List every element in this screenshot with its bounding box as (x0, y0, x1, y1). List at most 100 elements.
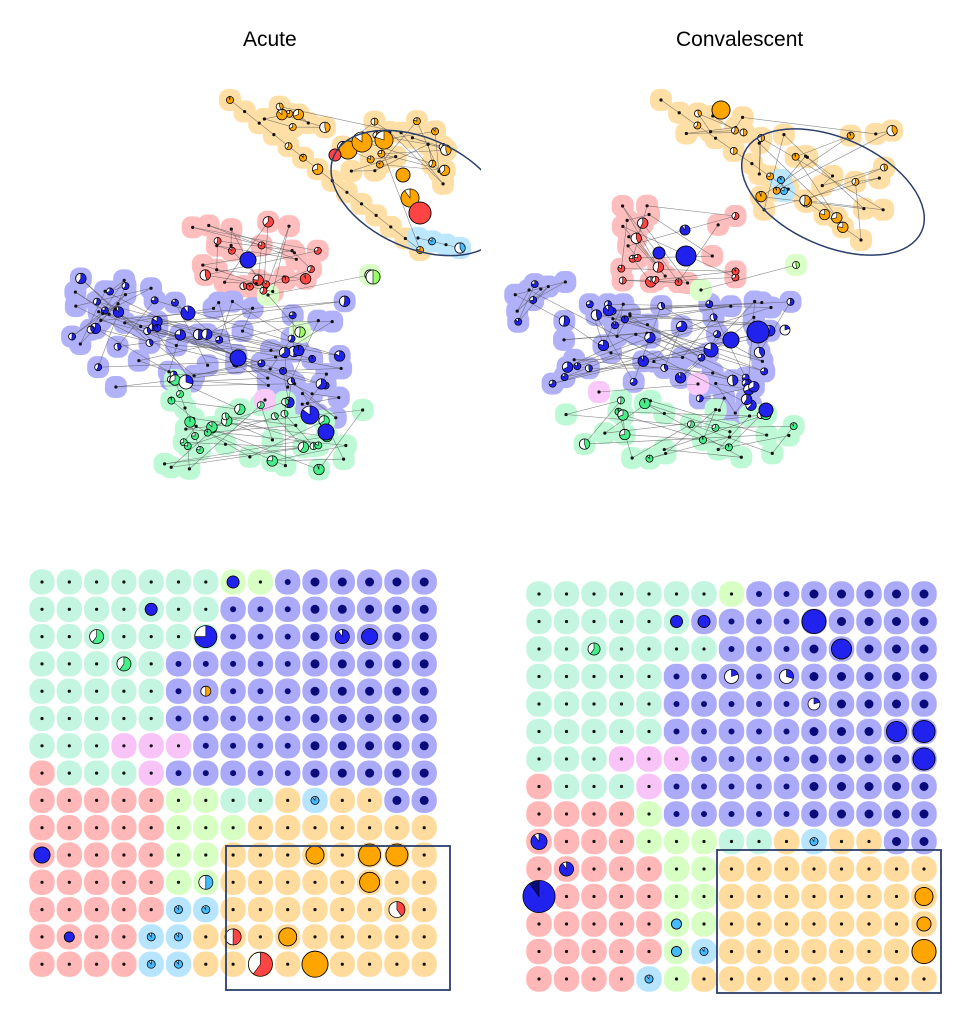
edge (577, 307, 772, 367)
som-node (892, 617, 901, 626)
som-grid-convalescent (522, 581, 942, 994)
pie-node (288, 311, 297, 320)
som-node (892, 809, 901, 819)
pie-node (33, 846, 51, 864)
edge (263, 221, 269, 291)
edge (680, 301, 755, 379)
som-node (230, 770, 237, 777)
edge (647, 324, 702, 358)
som-node (702, 977, 706, 981)
edge (564, 360, 644, 378)
som-node (867, 894, 871, 899)
pie-node (299, 153, 307, 162)
som-node (647, 757, 651, 761)
edge (104, 291, 313, 395)
node-dot (659, 98, 663, 102)
node-dot (727, 435, 732, 439)
som-node (231, 962, 235, 966)
pie-node (221, 412, 230, 421)
node-dot (441, 182, 445, 186)
som-node (619, 674, 624, 679)
pie-slice (203, 428, 212, 437)
pie-slice (725, 443, 733, 452)
som-node (702, 592, 706, 596)
som-node (310, 632, 320, 642)
som-node (537, 922, 541, 926)
pie-node (722, 396, 726, 400)
som-node (340, 880, 344, 884)
pie-node (169, 374, 181, 386)
pie-node (201, 263, 205, 267)
som-node (122, 853, 126, 857)
som-node (919, 809, 929, 819)
som-node (619, 949, 624, 954)
node-dot (710, 254, 714, 258)
node-dot (339, 366, 343, 371)
som-node (647, 592, 651, 596)
pie-node (300, 391, 305, 396)
som-node (619, 757, 624, 761)
node-dot (626, 244, 630, 248)
node-dot (269, 348, 273, 352)
node-dot (733, 411, 737, 415)
som-node (837, 809, 846, 819)
pie-node (807, 697, 821, 711)
pie-node (294, 423, 298, 427)
som-node (812, 894, 816, 899)
pie-node (226, 575, 240, 589)
som-node (40, 689, 44, 693)
edge (249, 420, 325, 458)
pie-node (647, 212, 651, 217)
node-dot (546, 284, 550, 289)
som-node (204, 826, 208, 830)
som-node (673, 673, 680, 680)
pie-node (359, 202, 364, 206)
pie-slice (266, 455, 278, 467)
pie-slice (548, 379, 557, 388)
som-node (176, 826, 181, 830)
node-dot (782, 133, 786, 137)
pie-node (183, 406, 187, 410)
pie-node (229, 227, 233, 231)
node-dot (757, 141, 761, 145)
edge (202, 264, 257, 284)
som-node (784, 922, 789, 926)
som-node (756, 673, 762, 680)
node-dot (716, 447, 720, 452)
pie-slice (194, 625, 218, 648)
pie-slice (795, 261, 800, 269)
som-node (647, 674, 651, 679)
som-node (864, 754, 874, 764)
som-node (422, 908, 426, 912)
pie-node (699, 435, 707, 444)
som-node (175, 715, 182, 722)
pie-slice (278, 927, 298, 947)
som-node (564, 784, 569, 789)
pie-node (361, 408, 365, 412)
som-node (40, 635, 44, 639)
pie-node (183, 442, 192, 450)
pie-node (217, 301, 221, 305)
pie-slice (819, 209, 831, 221)
pie-node (178, 374, 194, 390)
pie-node (162, 462, 167, 466)
node-dot (620, 204, 625, 208)
pie-node (137, 359, 141, 363)
edge (374, 144, 429, 171)
node-dot (874, 132, 878, 136)
som-node (257, 660, 264, 667)
pie-node (251, 306, 255, 310)
pie-node (192, 374, 196, 378)
pie-node (116, 656, 132, 672)
som-node (149, 771, 153, 775)
node-dot (345, 190, 349, 194)
pie-node (620, 204, 625, 208)
pie-node (313, 246, 322, 255)
edge (272, 458, 344, 462)
pie-node (75, 272, 87, 285)
edge (244, 111, 260, 124)
pie-node (266, 455, 278, 467)
pie-slice (603, 305, 614, 317)
som-node (729, 592, 734, 596)
node-dot (215, 244, 219, 248)
